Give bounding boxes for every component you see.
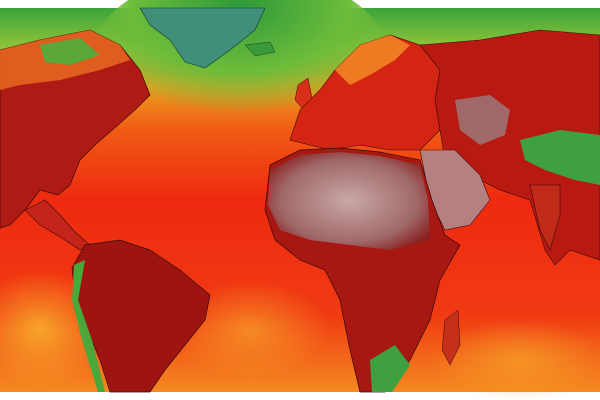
- iceland: [244, 41, 276, 57]
- britain: [294, 77, 313, 109]
- himalaya-cool: [520, 130, 600, 185]
- scandinavia: [335, 35, 410, 85]
- southern-africa-cool: [370, 345, 410, 392]
- indian-ocean-warm: [430, 320, 600, 400]
- india: [529, 184, 561, 251]
- andes: [72, 260, 105, 392]
- canada-cool: [40, 38, 100, 65]
- central-asia-hot: [455, 95, 510, 145]
- greenland: [139, 7, 266, 69]
- sahara: [268, 152, 430, 250]
- madagascar: [441, 309, 461, 366]
- south-atlantic-warm: [170, 280, 330, 380]
